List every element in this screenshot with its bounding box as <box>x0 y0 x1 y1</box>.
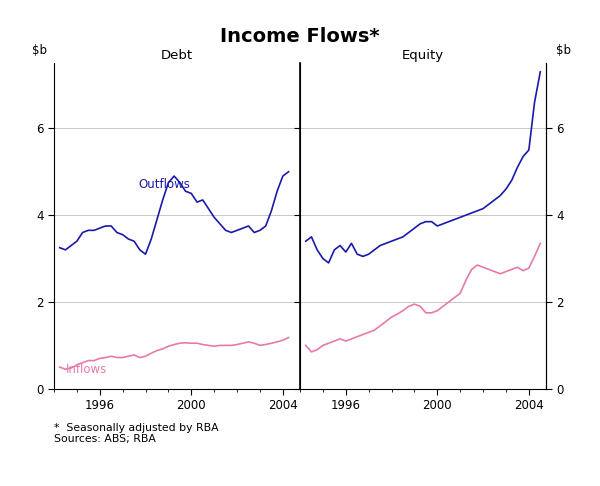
Text: Outflows: Outflows <box>138 178 190 191</box>
Text: Inflows: Inflows <box>65 363 107 376</box>
Text: Income Flows*: Income Flows* <box>220 27 380 46</box>
Text: Debt: Debt <box>161 49 193 62</box>
Text: *  Seasonally adjusted by RBA
Sources: ABS; RBA: * Seasonally adjusted by RBA Sources: AB… <box>54 423 218 444</box>
Text: Equity: Equity <box>402 49 444 62</box>
Text: $b: $b <box>556 44 571 57</box>
Text: $b: $b <box>32 44 47 57</box>
